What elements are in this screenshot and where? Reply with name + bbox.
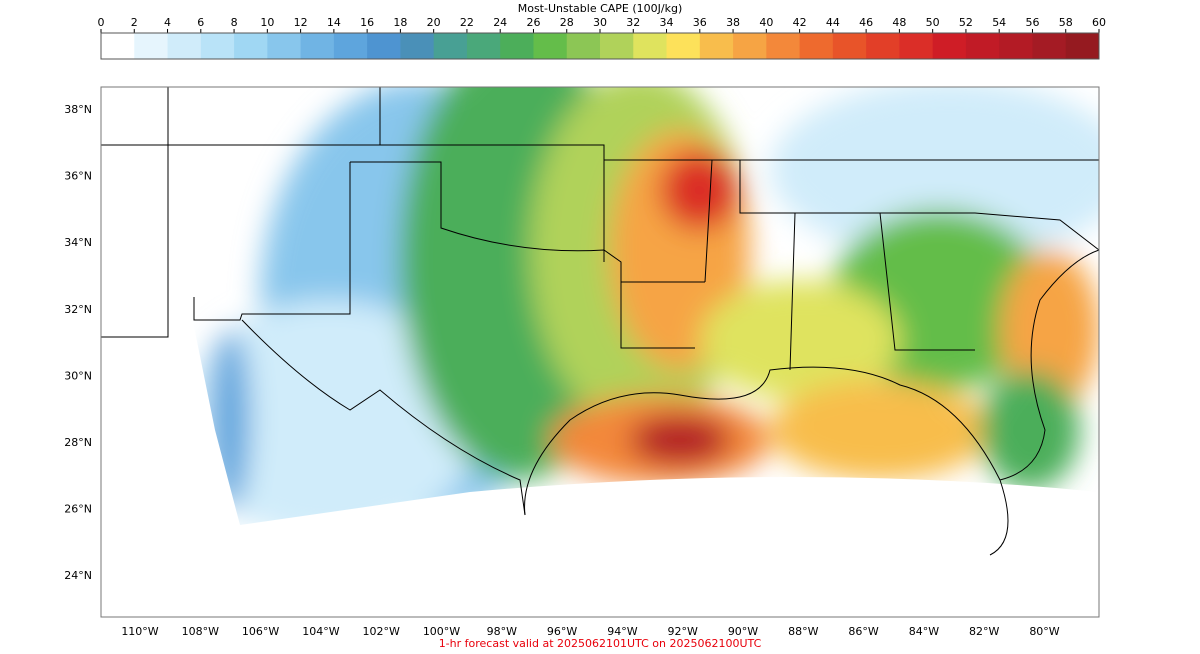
colorbar-tick-label: 20 <box>427 16 441 29</box>
colorbar-tick-label: 44 <box>826 16 840 29</box>
colorbar-tick-label: 36 <box>693 16 707 29</box>
lat-label: 24°N <box>64 569 92 582</box>
colorbar-tick-label: 22 <box>460 16 474 29</box>
lon-label: 86°W <box>848 625 878 638</box>
colorbar-swatch <box>267 33 302 59</box>
lon-label: 102°W <box>363 625 400 638</box>
lon-label: 104°W <box>302 625 339 638</box>
lon-label: 92°W <box>668 625 698 638</box>
colorbar-tick-label: 40 <box>759 16 773 29</box>
colorbar-swatch <box>400 33 435 59</box>
lon-label: 100°W <box>423 625 460 638</box>
colorbar-swatch <box>433 33 468 59</box>
colorbar-swatch <box>965 33 1000 59</box>
cape-field <box>101 87 1099 525</box>
colorbar-tick-label: 52 <box>959 16 973 29</box>
lon-label: 80°W <box>1029 625 1059 638</box>
colorbar-swatch <box>500 33 534 59</box>
colorbar-tick-label: 50 <box>926 16 940 29</box>
colorbar-tick-label: 10 <box>260 16 274 29</box>
footer: 1-hr forecast valid at 2025062101UTC on … <box>439 637 762 650</box>
colorbar-swatch <box>699 33 734 59</box>
lat-label: 34°N <box>64 236 92 249</box>
lon-label: 108°W <box>182 625 219 638</box>
colorbar-swatch <box>999 33 1033 59</box>
lat-label: 28°N <box>64 436 92 449</box>
colorbar-swatch <box>1032 33 1067 59</box>
colorbar-swatch <box>1065 33 1100 59</box>
colorbar-swatch <box>799 33 834 59</box>
colorbar-tick-label: 54 <box>992 16 1006 29</box>
colorbar-tick-label: 14 <box>327 16 341 29</box>
boundaries <box>101 87 1100 556</box>
colorbar-swatch <box>234 33 268 59</box>
colorbar-swatch <box>200 33 235 59</box>
colorbar-tick-label: 60 <box>1092 16 1106 29</box>
lon-labels: 110°W 108°W 106°W 104°W 102°W 100°W 98°W 96°W 94… <box>121 625 1059 638</box>
colorbar-swatch <box>733 33 767 59</box>
colorbar-tick-label: 34 <box>660 16 674 29</box>
colorbar-swatch <box>766 33 801 59</box>
colorbar-tick-label: 24 <box>493 16 507 29</box>
lat-label: 26°N <box>64 503 92 516</box>
colorbar-swatch <box>333 33 368 59</box>
colorbar-swatch <box>101 33 135 59</box>
colorbar-tick-label: 32 <box>626 16 640 29</box>
colorbar-tick-label: 26 <box>526 16 540 29</box>
lon-label: 106°W <box>242 625 279 638</box>
lon-label: 82°W <box>969 625 999 638</box>
lon-label: 88°W <box>788 625 818 638</box>
colorbar-swatch <box>832 33 867 59</box>
lat-label: 38°N <box>64 103 92 116</box>
colorbar-swatch <box>367 33 401 59</box>
colorbar-swatch <box>134 33 169 59</box>
lon-label: 110°W <box>121 625 158 638</box>
colorbar-swatch <box>466 33 501 59</box>
colorbar-swatch <box>666 33 701 59</box>
colorbar-swatch <box>899 33 934 59</box>
colorbar-tick-label: 0 <box>98 16 105 29</box>
colorbar-tick-label: 6 <box>197 16 204 29</box>
lat-label: 36°N <box>64 170 92 183</box>
lon-label: 98°W <box>487 625 517 638</box>
colorbar-swatch <box>300 33 335 59</box>
colorbar-tick-label: 58 <box>1059 16 1073 29</box>
colorbar-tick-label: 2 <box>131 16 138 29</box>
map-frame <box>100 86 1100 618</box>
colorbar-tick-label: 46 <box>859 16 873 29</box>
colorbar-tick-label: 42 <box>793 16 807 29</box>
lon-label: 90°W <box>728 625 758 638</box>
colorbar-tick-label: 56 <box>1025 16 1039 29</box>
colorbar-swatch <box>167 33 202 59</box>
colorbar-swatch <box>633 33 668 59</box>
lon-label: 84°W <box>909 625 939 638</box>
lat-label: 32°N <box>64 303 92 316</box>
colorbar-title: Most-Unstable CAPE (100J/kg) <box>518 2 683 15</box>
colorbar-swatch <box>932 33 967 59</box>
colorbar-tick-label: 48 <box>892 16 906 29</box>
lat-label: 30°N <box>64 369 92 382</box>
colorbar-tick-label: 30 <box>593 16 607 29</box>
colorbar-swatch <box>600 33 634 59</box>
colorbar-tick-label: 8 <box>231 16 238 29</box>
lon-label: 94°W <box>607 625 637 638</box>
colorbar-tick-label: 16 <box>360 16 374 29</box>
lon-label: 96°W <box>547 625 577 638</box>
colorbar: 0 2 4 6 8 10 12 14 16 18 20 22 24 26 28 30 32 34 36 38 40 42 4… <box>98 16 1106 59</box>
colorbar-tick-label: 12 <box>294 16 308 29</box>
lat-labels: 38°N 36°N 34°N 32°N 30°N 28°N 26°N 24°N <box>64 103 92 582</box>
colorbar-tick-label: 4 <box>164 16 171 29</box>
colorbar-tick-label: 28 <box>560 16 574 29</box>
colorbar-swatch <box>866 33 900 59</box>
colorbar-tick-label: 18 <box>393 16 407 29</box>
colorbar-tick-label: 38 <box>726 16 740 29</box>
colorbar-swatch <box>566 33 601 59</box>
colorbar-frame <box>100 32 1100 60</box>
colorbar-swatch <box>533 33 568 59</box>
